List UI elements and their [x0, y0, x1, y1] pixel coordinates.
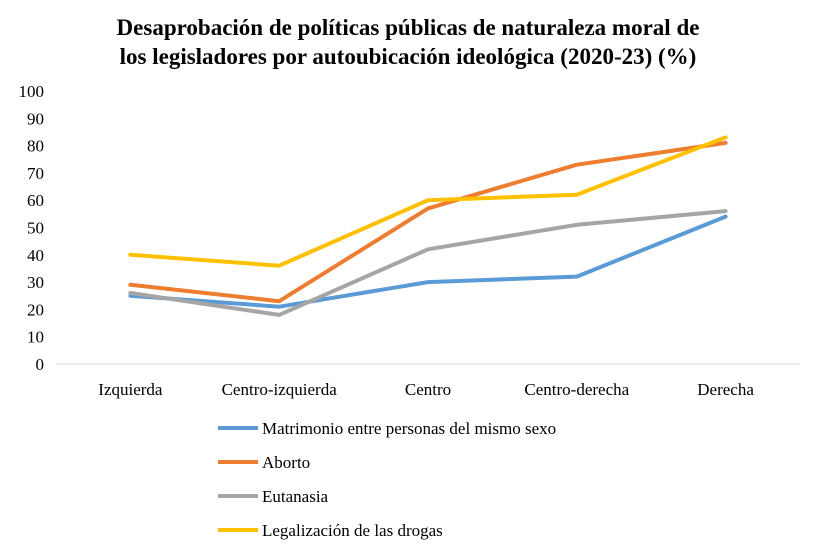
- chart-title: Desaprobación de políticas públicas de n…: [117, 15, 700, 69]
- x-tick-label-1: Centro-izquierda: [222, 380, 338, 399]
- chart-title-line-1: Desaprobación de políticas públicas de n…: [117, 15, 700, 40]
- legend: Matrimonio entre personas del mismo sexo…: [218, 419, 556, 540]
- series-line-1: [128, 140, 728, 304]
- y-axis: 0 10 20 30 40 50 60 70 80 90 100: [19, 82, 45, 374]
- legend-label-0: Matrimonio entre personas del mismo sexo: [262, 419, 556, 438]
- x-tick-label-4: Derecha: [697, 380, 754, 399]
- y-tick-label-7: 70: [27, 164, 44, 183]
- series-layer: [128, 135, 728, 317]
- y-tick-label-8: 80: [27, 137, 44, 156]
- y-tick-label-2: 20: [27, 300, 44, 319]
- y-tick-label-5: 50: [27, 219, 44, 238]
- y-tick-label-6: 60: [27, 191, 44, 210]
- series-line-2: [128, 209, 728, 317]
- y-tick-label-0: 0: [36, 355, 45, 374]
- legend-label-1: Aborto: [262, 453, 310, 472]
- legend-label-2: Eutanasia: [262, 487, 329, 506]
- chart-title-line-2: los legisladores por autoubicación ideol…: [120, 44, 697, 69]
- legend-label-3: Legalización de las drogas: [262, 521, 443, 540]
- y-tick-label-10: 100: [19, 82, 45, 101]
- series-line-3: [128, 135, 728, 268]
- y-tick-label-3: 30: [27, 273, 44, 292]
- y-tick-label-1: 10: [27, 328, 44, 347]
- x-tick-label-0: Izquierda: [98, 380, 163, 399]
- y-tick-label-4: 40: [27, 246, 44, 265]
- x-axis: Izquierda Centro-izquierda Centro Centro-de…: [56, 363, 800, 399]
- x-tick-label-2: Centro: [405, 380, 451, 399]
- x-tick-label-3: Centro-derecha: [524, 380, 629, 399]
- series-line-0: [128, 214, 728, 309]
- y-tick-label-9: 90: [27, 109, 44, 128]
